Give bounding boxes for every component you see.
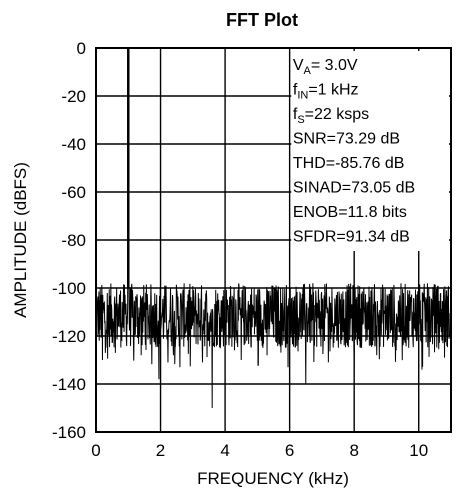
y-tick-label: -120 [52, 327, 86, 346]
y-tick-label: -140 [52, 375, 86, 394]
annotation-line: ENOB=11.8 bits [293, 204, 407, 221]
plot-frame [95, 47, 452, 433]
x-tick-label: 2 [156, 441, 165, 460]
y-tick-label: -160 [52, 423, 86, 442]
annotation-box: VA= 3.0V fIN=1 kHz fS=22 ksps SNR=73.29 dB T… [291, 51, 449, 251]
x-tick-label: 6 [285, 441, 294, 460]
x-tick-label: 10 [409, 441, 428, 460]
x-tick-label: 4 [220, 441, 229, 460]
annotation-background [291, 51, 449, 251]
y-axis-label: AMPLITUDE (dBFS) [11, 162, 30, 318]
annotation-line: SINAD=73.05 dB [293, 180, 415, 197]
annotation-line: fS=22 ksps [293, 106, 369, 126]
x-tick-label: 8 [349, 441, 358, 460]
x-axis-label: FREQUENCY (kHz) [197, 469, 349, 488]
y-tick-label: -40 [61, 135, 86, 154]
y-tick-label: -80 [61, 231, 86, 250]
annotation-line: SNR=73.29 dB [293, 131, 400, 148]
x-tick-labels: 0 2 4 6 8 10 [91, 441, 428, 460]
y-tick-label: -20 [61, 87, 86, 106]
y-tick-label: 0 [77, 39, 86, 58]
x-tick-label: 0 [91, 441, 100, 460]
annotation-line: fIN=1 kHz [293, 82, 359, 102]
annotation-line: THD=-85.76 dB [293, 155, 405, 172]
chart-title: FFT Plot [226, 10, 298, 30]
fft-noise-trace [95, 47, 452, 409]
annotation-line: VA= 3.0V [293, 57, 358, 77]
y-tick-label: -100 [52, 279, 86, 298]
y-tick-labels: 0 -20 -40 -60 -80 -100 -120 -140 -160 [52, 39, 86, 442]
fft-trace [95, 47, 452, 409]
y-tick-label: -60 [61, 183, 86, 202]
annotation-line: SFDR=91.34 dB [293, 229, 410, 246]
